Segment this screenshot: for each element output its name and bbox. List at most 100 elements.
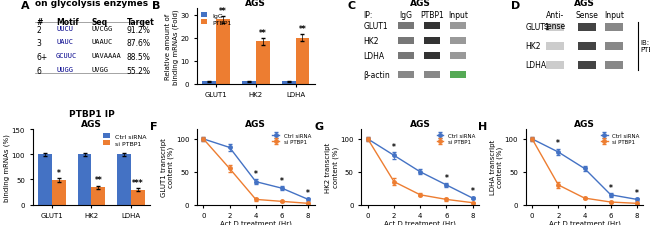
Text: 88.5%: 88.5% (127, 53, 151, 62)
Text: #: # (36, 18, 42, 27)
Text: IgG: IgG (400, 11, 413, 20)
Bar (424, 53, 440, 60)
Text: Sense: Sense (575, 11, 599, 20)
Bar (424, 22, 440, 30)
Text: *: * (57, 169, 60, 178)
Text: Anti-
sense: Anti- sense (544, 11, 566, 31)
Bar (202, 82, 216, 84)
Text: 87.6%: 87.6% (127, 39, 151, 48)
Y-axis label: GLUT1 transcript
content (%): GLUT1 transcript content (%) (161, 138, 174, 196)
Bar (605, 62, 623, 69)
Text: Seq: Seq (92, 18, 108, 27)
Text: GLUT1: GLUT1 (363, 22, 388, 31)
Bar (216, 20, 230, 84)
Text: **: ** (94, 176, 102, 185)
Bar (242, 82, 256, 84)
Text: **: ** (219, 7, 227, 16)
Bar (578, 62, 596, 69)
Text: LDHA: LDHA (526, 61, 547, 70)
Bar (256, 42, 270, 84)
Text: 55.2%: 55.2% (127, 66, 151, 75)
Text: IB:
PTBP1: IB: PTBP1 (640, 40, 650, 53)
Text: 3: 3 (36, 39, 41, 48)
Text: UUCU: UUCU (56, 26, 73, 32)
Title: PTBP1 IP
AGS: PTBP1 IP AGS (233, 0, 279, 8)
Bar (398, 38, 414, 45)
Text: 2: 2 (36, 26, 41, 34)
Text: HK2: HK2 (526, 42, 541, 51)
Text: UUGG: UUGG (56, 66, 73, 72)
Legend: Ctrl siRNA, si PTBP1: Ctrl siRNA, si PTBP1 (436, 132, 476, 146)
Bar (424, 72, 440, 79)
Text: *: * (635, 188, 639, 197)
Legend: Ctrl siRNA, si PTBP1: Ctrl siRNA, si PTBP1 (102, 133, 148, 147)
X-axis label: Act D treatment (Hr): Act D treatment (Hr) (220, 220, 292, 225)
Text: UAUC: UAUC (56, 39, 73, 45)
Text: Input: Input (604, 11, 624, 20)
Y-axis label: Relative amount of
binding mRNAs (%): Relative amount of binding mRNAs (%) (0, 133, 10, 201)
Bar (450, 38, 466, 45)
Text: *: * (306, 188, 310, 197)
Bar (578, 43, 596, 50)
Text: A: A (21, 2, 29, 11)
Text: ***: *** (133, 178, 144, 187)
Text: H: H (478, 122, 488, 132)
Text: UVCGG: UVCGG (92, 26, 112, 32)
Bar (605, 24, 623, 32)
Text: HK2: HK2 (363, 37, 379, 46)
Text: β-actin: β-actin (363, 71, 391, 80)
Bar (77, 155, 92, 205)
Text: PTBP1: PTBP1 (420, 11, 444, 20)
Y-axis label: Relative amount of
binding mRNAs (Fold): Relative amount of binding mRNAs (Fold) (165, 9, 179, 84)
Text: UAVAAAA: UAVAAAA (92, 53, 121, 59)
Text: 6+: 6+ (36, 53, 47, 62)
X-axis label: Act D treatment (Hr): Act D treatment (Hr) (384, 220, 456, 225)
Text: Input: Input (448, 11, 468, 20)
Title: PTBP1 IP
AGS: PTBP1 IP AGS (69, 109, 114, 129)
Bar (450, 53, 466, 60)
Legend: IgG, PTBP1: IgG, PTBP1 (200, 12, 233, 27)
Text: *: * (609, 183, 613, 192)
Bar (605, 43, 623, 50)
Bar (546, 24, 564, 32)
Bar (424, 38, 440, 45)
Text: LDHA: LDHA (363, 52, 385, 61)
Text: Motif: Motif (56, 18, 79, 27)
Legend: Ctrl siRNA, si PTBP1: Ctrl siRNA, si PTBP1 (271, 132, 312, 146)
X-axis label: Act D treatment (Hr): Act D treatment (Hr) (549, 220, 621, 225)
Text: *: * (280, 176, 284, 185)
Bar (398, 72, 414, 79)
Bar (117, 155, 131, 205)
Y-axis label: HK2 transcript
content (%): HK2 transcript content (%) (325, 142, 339, 192)
Bar (578, 24, 596, 32)
Text: *: * (556, 139, 560, 148)
Text: Target: Target (127, 18, 155, 27)
Bar (398, 53, 414, 60)
Text: *: * (392, 142, 396, 151)
Text: GLUT1: GLUT1 (526, 23, 550, 32)
Text: PTBP1 binding motifs
on glycolysis enzymes: PTBP1 binding motifs on glycolysis enzym… (35, 0, 148, 7)
Text: C: C (347, 2, 355, 11)
Text: F: F (150, 122, 157, 132)
Text: UVGG: UVGG (92, 66, 109, 72)
Text: *: * (445, 173, 448, 182)
Bar (546, 43, 564, 50)
Bar (398, 22, 414, 30)
Text: B: B (152, 2, 161, 11)
Text: **: ** (259, 29, 266, 38)
Text: IP:: IP: (363, 11, 373, 20)
Bar (52, 181, 66, 205)
Bar (296, 39, 309, 84)
Bar (546, 62, 564, 69)
Title: PTBP1 IP
AGS: PTBP1 IP AGS (397, 0, 443, 8)
Bar (92, 187, 105, 205)
Bar (38, 155, 52, 205)
Text: UAAUC: UAAUC (92, 39, 112, 45)
Text: G: G (314, 122, 323, 132)
Title: AGS: AGS (246, 120, 266, 129)
Bar (131, 190, 145, 205)
Legend: Ctrl siRNA, si PTBP1: Ctrl siRNA, si PTBP1 (600, 132, 641, 146)
Text: D: D (512, 2, 521, 11)
Bar (281, 82, 296, 84)
Bar (450, 22, 466, 30)
